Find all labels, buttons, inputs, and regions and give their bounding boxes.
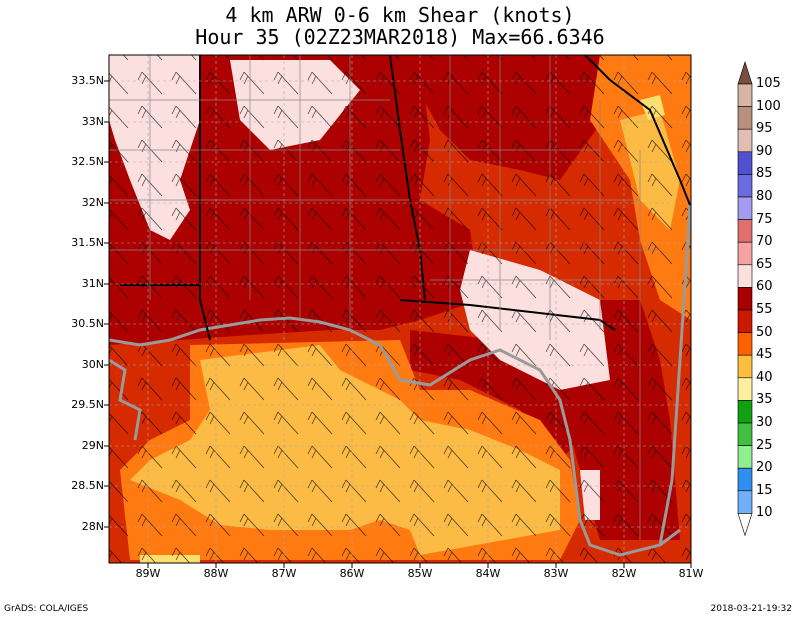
graticule (109, 55, 691, 563)
colorbar-swatch (737, 151, 753, 175)
colorbar-level-label: 40 (756, 369, 773, 385)
colorbar-level-label: 85 (756, 166, 773, 182)
latitude-label: 30.5N (71, 317, 104, 330)
colorbar-level-label: 50 (756, 324, 773, 340)
footer-credit: GrADS: COLA/IGES (4, 604, 89, 614)
colorbar-swatch (737, 219, 753, 243)
longitude-label: 84W (475, 567, 501, 580)
colorbar-swatch (737, 106, 753, 130)
map-title: 4 km ARW 0-6 km Shear (knots) (225, 3, 575, 27)
latitude-label: 29.5N (71, 398, 104, 411)
colorbar-swatch (737, 287, 753, 311)
colorbar-level-label: 35 (756, 392, 773, 408)
longitude-label: 81W (678, 567, 704, 580)
latitude-label: 28.5N (71, 479, 104, 492)
colorbar (737, 61, 753, 537)
colorbar-swatch (737, 264, 753, 288)
longitude-label: 83W (543, 567, 569, 580)
axis-ticks (104, 80, 692, 568)
latitude-label: 31N (81, 277, 104, 290)
colorbar-swatch (737, 467, 753, 492)
footer-timestamp: 2018-03-21-19:32 (710, 604, 793, 614)
colorbar-swatch (737, 309, 753, 333)
longitude-label: 88W (203, 567, 229, 580)
colorbar-swatch (737, 241, 753, 266)
colorbar-level-label: 80 (756, 189, 773, 204)
latitude-label: 30N (81, 358, 104, 371)
colorbar-swatch (737, 445, 753, 469)
latitude-label: 28N (81, 520, 104, 533)
colorbar-swatch (737, 174, 753, 198)
latitude-label: 29N (81, 439, 104, 452)
colorbar-swatch (737, 332, 753, 356)
colorbar-swatch (737, 128, 753, 153)
colorbar-level-label: 20 (756, 460, 773, 476)
colorbar-level-label: 30 (756, 415, 773, 430)
latitude-label: 33.5N (71, 74, 104, 87)
colorbar-level-label: 25 (756, 437, 773, 453)
colorbar-swatch (737, 377, 753, 401)
colorbar-level-label: 55 (756, 302, 773, 317)
colorbar-swatch (737, 490, 753, 514)
colorbar-swatch (737, 196, 753, 220)
colorbar-level-label: 95 (756, 121, 773, 137)
coastline (109, 199, 691, 557)
colorbar-swatch (737, 422, 753, 446)
colorbar-bottom-cap (737, 513, 753, 537)
colorbar-top-cap (737, 61, 753, 85)
latitude-label: 32.5N (71, 155, 104, 168)
map-subtitle: Hour 35 (02Z23MAR2018) Max=66.6346 (195, 25, 605, 49)
longitude-label: 86W (339, 567, 365, 580)
latitude-label: 33N (81, 115, 104, 128)
longitude-label: 82W (611, 567, 637, 580)
colorbar-level-label: 10 (756, 505, 773, 521)
county-borders (109, 55, 660, 540)
wind-barbs (109, 55, 691, 563)
colorbar-level-label: 100 (756, 98, 781, 114)
colorbar-level-label: 75 (756, 211, 773, 227)
colorbar-level-label: 105 (756, 76, 781, 91)
colorbar-level-label: 65 (756, 256, 773, 272)
colorbar-level-label: 70 (756, 234, 773, 250)
latitude-label: 32N (81, 196, 104, 209)
longitude-label: 87W (271, 567, 297, 580)
latitude-label: 31.5N (71, 236, 104, 249)
longitude-label: 85W (407, 567, 433, 580)
map-frame (108, 54, 692, 564)
colorbar-level-label: 60 (756, 279, 773, 295)
colorbar-swatch (737, 83, 753, 107)
colorbar-swatch (737, 400, 753, 424)
colorbar-swatch (737, 354, 753, 379)
colorbar-level-label: 45 (756, 347, 773, 363)
colorbar-level-label: 15 (756, 482, 773, 498)
colorbar-level-label: 90 (756, 143, 773, 159)
longitude-label: 89W (135, 567, 161, 580)
